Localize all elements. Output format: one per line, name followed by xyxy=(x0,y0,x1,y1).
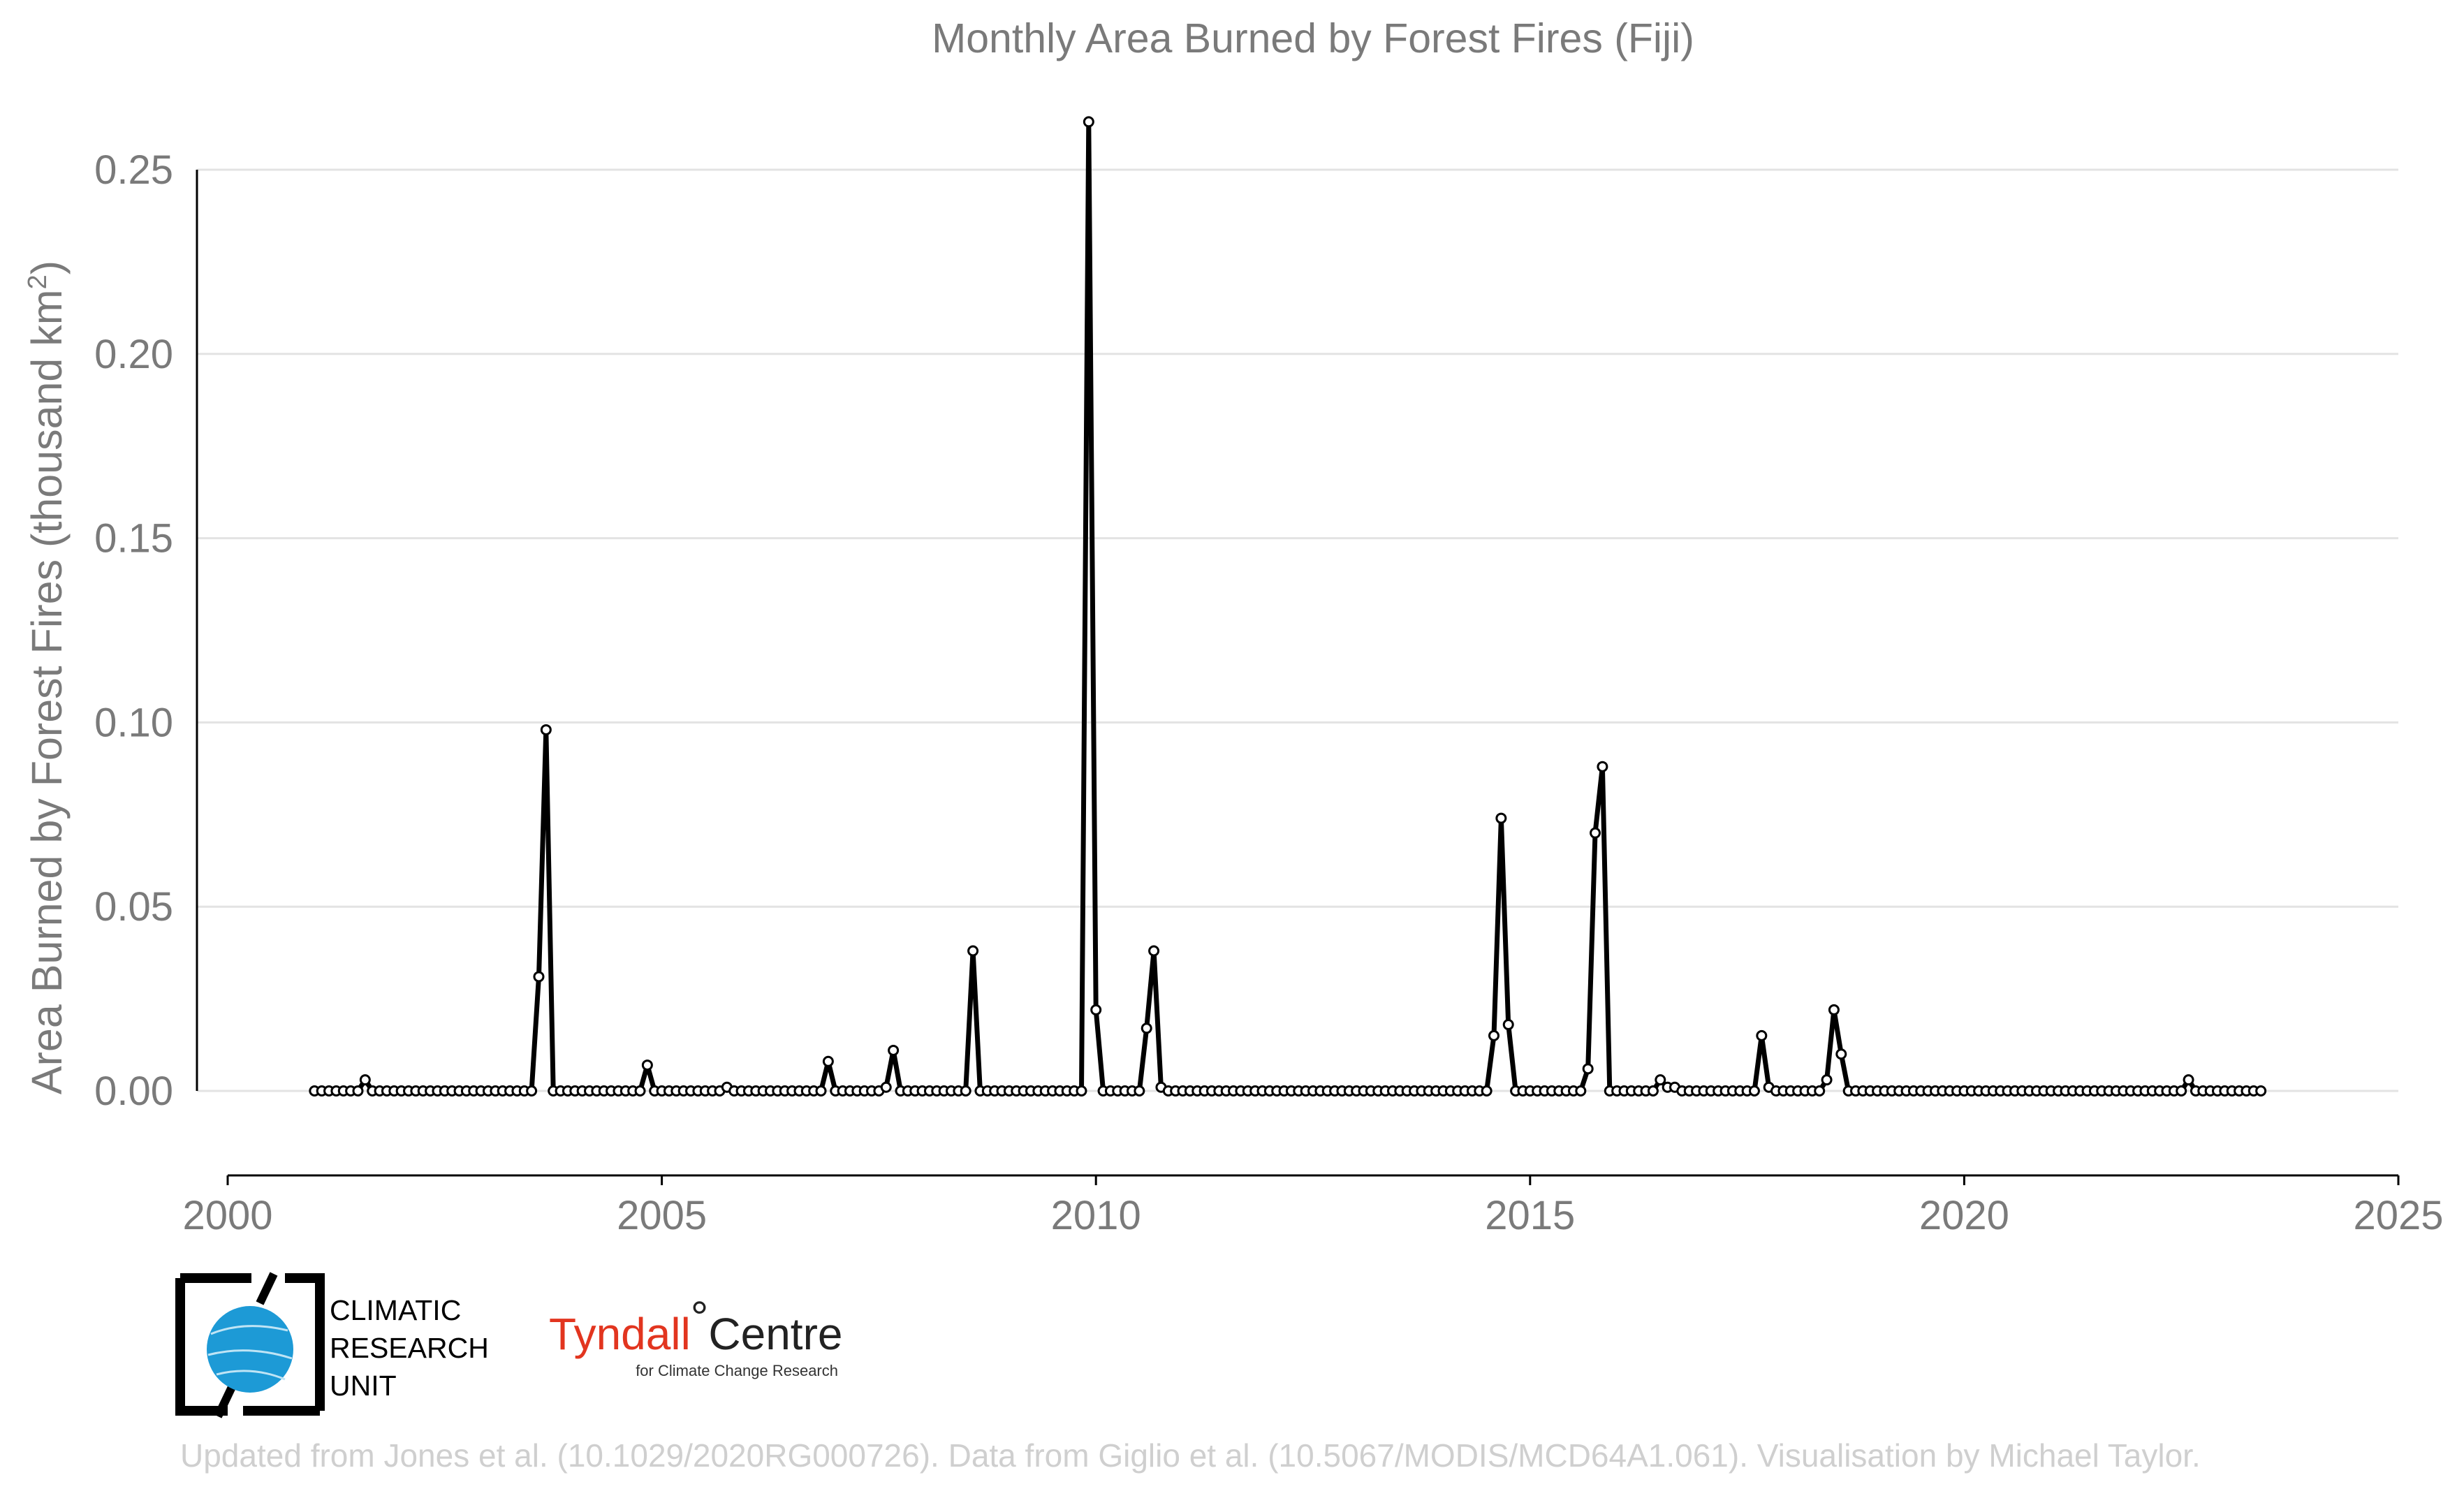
data-point xyxy=(533,971,545,983)
data-point xyxy=(2183,1074,2194,1086)
y-tick-label: 0.10 xyxy=(94,700,173,745)
axes xyxy=(196,170,2398,1177)
data-point xyxy=(352,1085,364,1096)
cru-logo-slash-top xyxy=(256,1272,278,1305)
tyndall-wordmark: Tyndall°Centre xyxy=(549,1292,842,1359)
cru-logo-bracket-left xyxy=(175,1273,251,1416)
x-tick-label: 2015 xyxy=(1485,1193,1575,1238)
y-tick-label: 0.05 xyxy=(94,884,173,930)
y-tick-label: 0.15 xyxy=(94,516,173,562)
cru-line-1: CLIMATIC xyxy=(330,1294,461,1326)
cru-logo-bracket-right xyxy=(243,1273,325,1416)
y-axis-label: Area Burned by Forest Fires (thousand km… xyxy=(23,261,71,1094)
data-point xyxy=(1141,1022,1152,1034)
chart-title: Monthly Area Burned by Forest Fires (Fij… xyxy=(932,15,1694,61)
data-point xyxy=(1134,1085,1145,1096)
data-point xyxy=(540,724,552,735)
data-point xyxy=(1575,1085,1587,1096)
y-axis-label-superscript: 2 xyxy=(23,274,52,289)
data-point xyxy=(1148,945,1160,957)
data-point xyxy=(1495,812,1507,824)
globe-icon xyxy=(207,1306,293,1393)
data-point xyxy=(1835,1048,1847,1060)
data-point xyxy=(967,945,979,957)
data-point xyxy=(1814,1085,1826,1096)
data-point xyxy=(634,1085,646,1096)
y-axis-label-main: Area Burned by Forest Fires (thousand km xyxy=(23,289,71,1094)
data-point xyxy=(815,1085,827,1096)
data-point xyxy=(1655,1074,1666,1086)
data-point xyxy=(1828,1004,1840,1015)
y-tick-label: 0.25 xyxy=(94,147,173,193)
gridlines xyxy=(197,168,2398,1092)
y-ticks: 0.00 0.05 0.10 0.15 0.20 0.25 xyxy=(94,147,173,1114)
data-point xyxy=(822,1055,834,1067)
data-point xyxy=(1582,1063,1594,1075)
data-point xyxy=(2255,1085,2267,1096)
x-tick-label: 2010 xyxy=(1051,1193,1141,1238)
data-point xyxy=(1647,1085,1659,1096)
data-point xyxy=(1756,1029,1768,1041)
data-point xyxy=(1083,116,1094,128)
data-point xyxy=(888,1044,900,1056)
data-point xyxy=(2176,1085,2187,1096)
tyndall-logo: Tyndall°Centre for Climate Change Resear… xyxy=(549,1292,842,1379)
credit-line: Updated from Jones et al. (10.1029/2020R… xyxy=(180,1437,2201,1474)
x-tick-label: 2025 xyxy=(2353,1193,2443,1238)
x-tick-label: 2005 xyxy=(617,1193,707,1238)
cru-line-3: UNIT xyxy=(330,1370,397,1402)
data-point xyxy=(1488,1029,1499,1041)
x-tick-label: 2020 xyxy=(1919,1193,2009,1238)
data-point xyxy=(960,1085,971,1096)
series-group xyxy=(309,116,2267,1096)
data-point xyxy=(526,1085,538,1096)
y-axis-label-suffix: ) xyxy=(23,261,71,274)
data-point xyxy=(1502,1019,1514,1031)
y-tick-label: 0.20 xyxy=(94,332,173,377)
cru-logo: CLIMATIC RESEARCH UNIT xyxy=(175,1272,489,1418)
series-line xyxy=(314,119,2261,1094)
data-point xyxy=(1090,1004,1102,1015)
data-point xyxy=(1748,1085,1760,1096)
data-point xyxy=(641,1059,653,1071)
data-point xyxy=(1076,1085,1087,1096)
globe-icon-lines xyxy=(207,1325,293,1381)
tyndall-subtitle: for Climate Change Research xyxy=(636,1362,838,1379)
data-point xyxy=(1821,1074,1833,1086)
data-point xyxy=(1481,1085,1493,1096)
x-tick-label: 2000 xyxy=(182,1193,272,1238)
tyndall-part-1: Tyndall xyxy=(549,1309,691,1359)
data-point xyxy=(1590,827,1601,839)
y-tick-label: 0.00 xyxy=(94,1069,173,1114)
data-point xyxy=(1597,761,1608,772)
cru-line-2: RESEARCH xyxy=(330,1332,489,1364)
data-point xyxy=(880,1081,892,1093)
tyndall-part-2: Centre xyxy=(708,1309,842,1359)
tyndall-degree: ° xyxy=(691,1292,709,1342)
x-ticks: 2000 2005 2010 2015 2020 2025 xyxy=(182,1175,2444,1238)
cru-logo-slash-bottom xyxy=(214,1385,236,1418)
data-point xyxy=(359,1074,371,1086)
